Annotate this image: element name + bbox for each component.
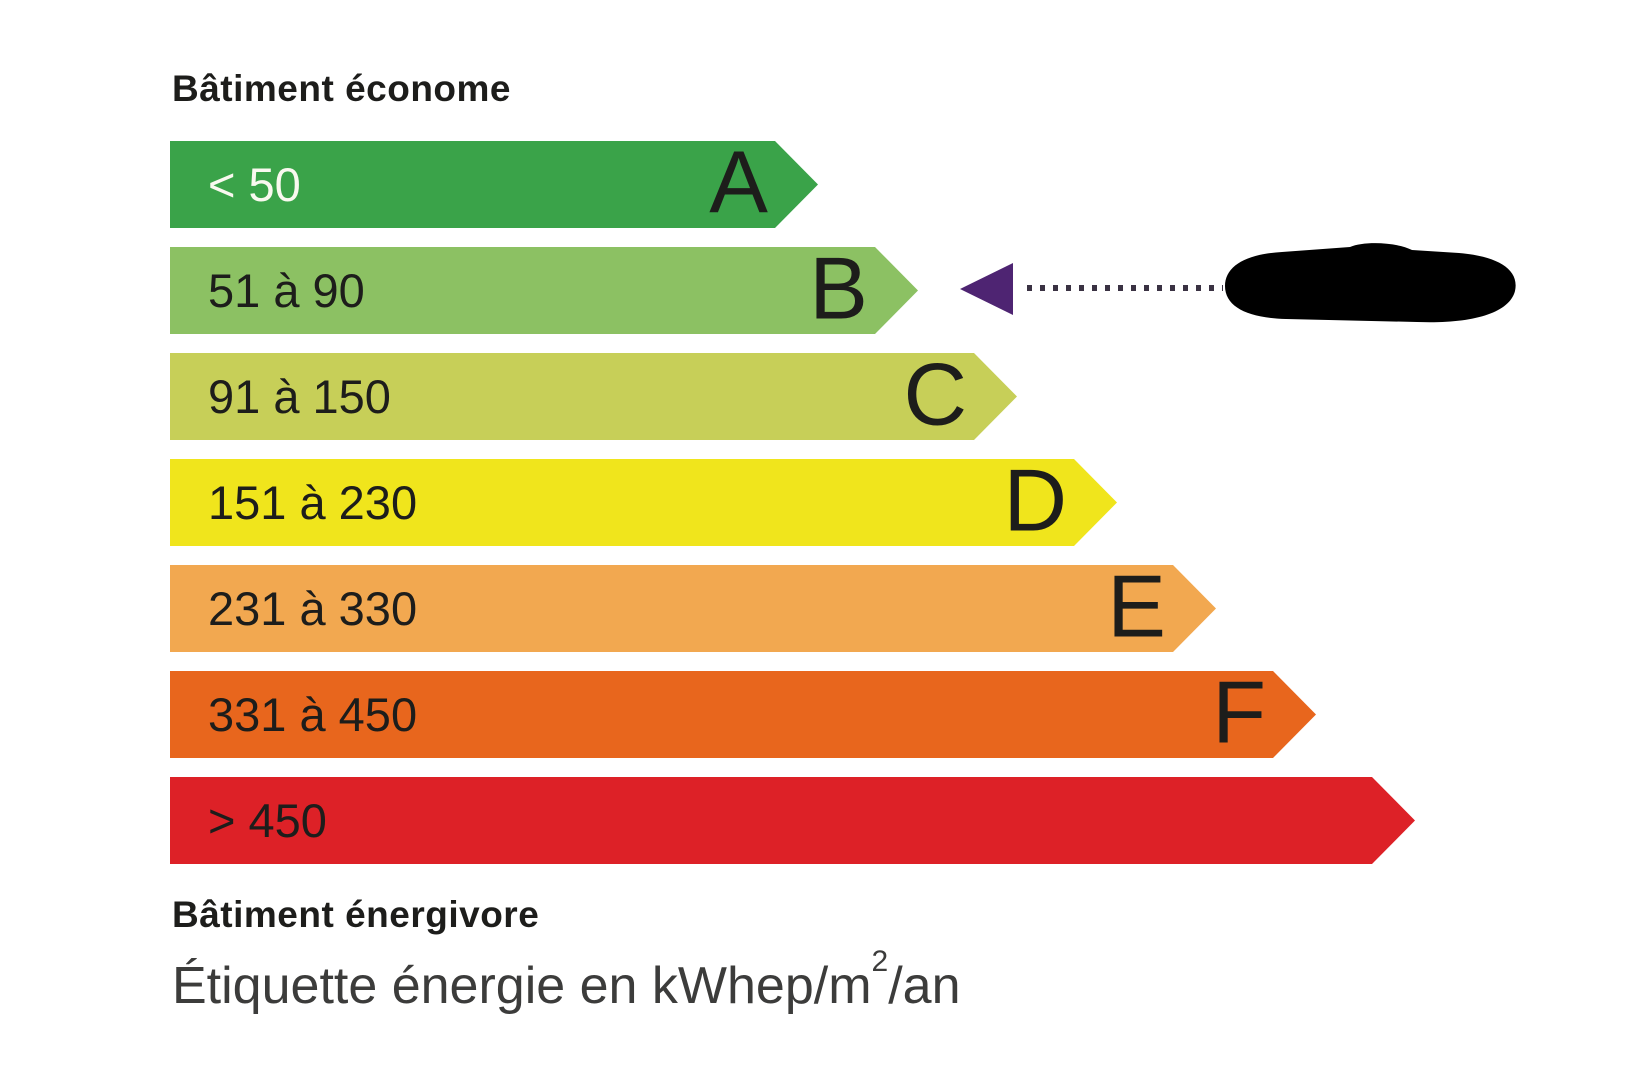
bottom-label: Bâtiment énergivore (172, 894, 540, 935)
energy-class-bar-A: < 50 A (170, 141, 818, 228)
range-label: > 450 (208, 794, 327, 847)
energy-class-bar-B: 51 à 90 B (170, 247, 918, 334)
caption-suffix: /an (888, 957, 961, 1015)
caption-superscript: 2 (871, 945, 889, 979)
range-label: < 50 (208, 158, 301, 211)
class-letter: A (709, 131, 768, 231)
class-letter: E (1107, 555, 1166, 655)
range-label: 91 à 150 (208, 370, 391, 423)
energy-class-bar-F: 331 à 450 F (170, 671, 1316, 758)
energy-class-bar-E: 231 à 330 E (170, 565, 1216, 652)
dotted-leader-line (1027, 285, 1223, 291)
class-letter: B (809, 237, 868, 337)
class-letter: C (903, 343, 967, 443)
range-label: 51 à 90 (208, 264, 365, 317)
energy-class-bar-D: 151 à 230 D (170, 459, 1117, 546)
caption-text: Étiquette énergie en kWhep/m (172, 957, 872, 1015)
range-label: 231 à 330 (208, 582, 418, 635)
selected-class-arrow-icon (960, 263, 1013, 315)
class-letter: D (1003, 449, 1067, 549)
range-label: 151 à 230 (208, 476, 418, 529)
energy-class-bar-C: 91 à 150 C (170, 353, 1017, 440)
range-label: 331 à 450 (208, 688, 418, 741)
caption: Étiquette énergie en kWhep/m2/an (172, 947, 961, 1015)
class-letter: F (1212, 661, 1266, 761)
top-label: Bâtiment économe (172, 68, 512, 109)
redacted-value-scribble (1225, 243, 1516, 323)
energy-class-bar-G: > 450 (170, 777, 1415, 864)
